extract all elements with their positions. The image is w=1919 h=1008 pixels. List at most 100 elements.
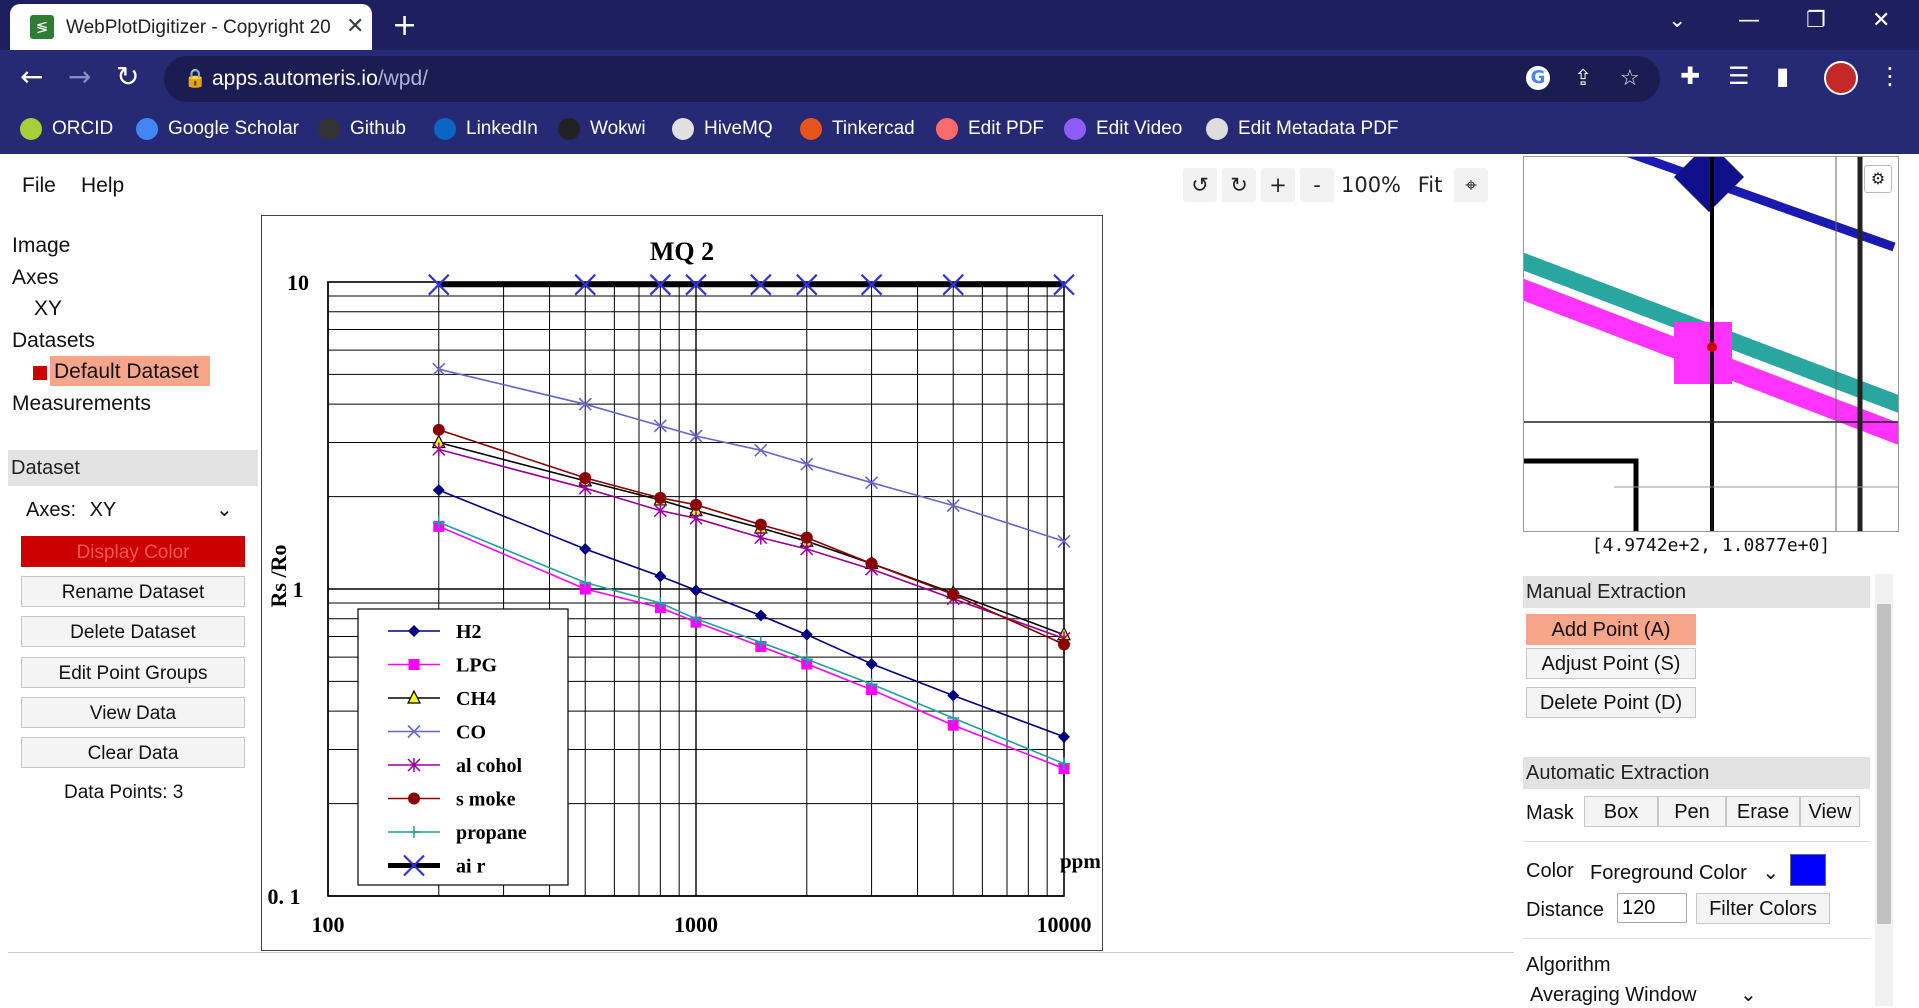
series-air-point (796, 273, 818, 296)
back-arrow-icon[interactable]: ← (20, 60, 44, 93)
zoom-out-button[interactable]: - (1300, 168, 1334, 202)
series-smoke-point (690, 498, 702, 511)
legend-ch4-point (407, 689, 421, 704)
delete-dataset-button[interactable]: Delete Dataset (21, 616, 245, 647)
legend-smoke-label: s moke (456, 789, 516, 811)
delete-point-button[interactable]: Delete Point (D) (1526, 687, 1696, 718)
profile-avatar[interactable] (1824, 61, 1858, 95)
tree-axes-xy[interactable]: XY (34, 297, 63, 320)
series-smoke-point (800, 531, 813, 544)
minimize-icon[interactable]: — (1738, 8, 1760, 33)
tab-close-icon[interactable]: ✕ (346, 14, 365, 39)
mask-box-button[interactable]: Box (1584, 796, 1658, 827)
restore-icon[interactable]: ❐ (1806, 8, 1826, 33)
bookmark-star-icon[interactable]: ☆ (1620, 66, 1640, 91)
series-smoke-point (947, 588, 960, 601)
extensions-puzzle-icon[interactable]: ✚ (1680, 62, 1701, 90)
magnifier-image (1524, 157, 1898, 531)
legend-lpg-label: LPG (456, 655, 498, 677)
color-swatch[interactable] (1790, 854, 1826, 886)
bookmark-wokwi[interactable]: Wokwi (558, 118, 646, 144)
mask-erase-button[interactable]: Erase (1726, 796, 1800, 827)
scrollbar-thumb[interactable] (1877, 604, 1891, 924)
series-air-point (649, 273, 672, 296)
zoom-level: 100% (1338, 168, 1404, 202)
plot-canvas[interactable]: MQ 2 Rs /Ro ppm 100 1000 10000 10 1 0. 1 H2 LPG CH4… (261, 215, 1103, 951)
add-point-button[interactable]: Add Point (A) (1526, 614, 1696, 645)
series-air-point (574, 273, 596, 296)
adjust-point-button[interactable]: Adjust Point (S) (1526, 648, 1696, 679)
forward-arrow-icon[interactable]: → (68, 60, 92, 93)
legend-h2-point (408, 625, 420, 637)
series-co-point (1057, 534, 1071, 548)
y-tick-label: 10 (287, 270, 309, 295)
legend-ch4-label: CH4 (456, 688, 496, 710)
series-alcohol-point (653, 503, 667, 518)
bookmark-linkedin[interactable]: LinkedIn (434, 118, 538, 144)
tree-axes[interactable]: Axes (12, 266, 59, 289)
google-icon[interactable]: G (1526, 66, 1550, 90)
magnifier-settings-gear-icon[interactable]: ⚙ (1864, 165, 1892, 193)
mask-pen-button[interactable]: Pen (1658, 796, 1726, 827)
bookmark-label: Wokwi (590, 118, 646, 140)
tree-datasets[interactable]: Datasets (12, 329, 95, 352)
bookmark-github[interactable]: Github (318, 118, 406, 144)
edit-point-groups-button[interactable]: Edit Point Groups (21, 657, 245, 688)
bookmark-hivemq[interactable]: HiveMQ (672, 118, 773, 144)
view-data-button[interactable]: View Data (21, 697, 245, 728)
mask-view-button[interactable]: View (1800, 796, 1860, 827)
tree-measurements[interactable]: Measurements (12, 392, 151, 415)
browser-tab-bar: ≶ WebPlotDigitizer - Copyright 20 ✕ + ⌄ … (0, 0, 1919, 50)
series-propane-point (579, 576, 592, 589)
tree-default-dataset[interactable]: Default Dataset (54, 360, 199, 383)
data-points-count: Data Points: 3 (64, 782, 184, 803)
bookmark-edit-pdf[interactable]: Edit PDF (936, 118, 1044, 144)
mq2-chart[interactable]: MQ 2 Rs /Ro ppm 100 1000 10000 10 1 0. 1 H2 LPG CH4… (262, 216, 1102, 950)
menu-file[interactable]: File (22, 174, 56, 197)
distance-input[interactable] (1617, 893, 1687, 923)
series-co-point (754, 443, 768, 457)
algorithm-label: Algorithm (1526, 954, 1611, 976)
tab-search-chevron-icon[interactable]: ⌄ (1668, 8, 1687, 33)
bookmark-edit-video[interactable]: Edit Video (1064, 118, 1182, 144)
share-icon[interactable]: ⇪ (1574, 66, 1593, 91)
display-color-button[interactable]: Display Color (21, 536, 245, 567)
series-propane-point (1058, 757, 1070, 770)
series-h2-point (865, 657, 878, 670)
bookmark-edit-metadata-pdf[interactable]: Edit Metadata PDF (1206, 118, 1399, 144)
clear-data-button[interactable]: Clear Data (21, 737, 245, 768)
color-select[interactable]: Foreground Color ⌄ (1590, 860, 1779, 885)
rotate-cw-icon[interactable]: ↻ (1222, 168, 1256, 202)
side-panel-icon[interactable]: ▮ (1776, 62, 1790, 90)
series-h2-point (947, 689, 960, 702)
fit-button[interactable]: Fit (1411, 168, 1449, 202)
algorithm-select[interactable]: Averaging Window ⌄ (1530, 982, 1757, 1007)
series-co-line (438, 368, 1065, 543)
address-bar[interactable]: 🔒 apps.automeris.io/wpd/ G ⇪ ☆ (164, 56, 1660, 102)
reload-icon[interactable]: ↻ (116, 60, 140, 93)
bookmark-label: HiveMQ (704, 118, 773, 140)
filter-colors-button[interactable]: Filter Colors (1696, 893, 1830, 924)
bookmark-google-scholar[interactable]: Google Scholar (136, 118, 299, 144)
dataset-panel-header: Dataset (8, 450, 258, 486)
tab-title: WebPlotDigitizer - Copyright 20 (66, 17, 331, 38)
right-panel-scrollbar[interactable] (1875, 574, 1893, 1006)
more-menu-icon[interactable]: ⋮ (1878, 62, 1902, 90)
bookmark-orcid[interactable]: ORCID (20, 118, 113, 144)
tree-image[interactable]: Image (12, 234, 71, 257)
window-close-icon[interactable]: ✕ (1872, 8, 1891, 33)
browser-tab[interactable]: ≶ WebPlotDigitizer - Copyright 20 ✕ (10, 4, 372, 50)
menu-help[interactable]: Help (81, 174, 125, 197)
rotate-ccw-icon[interactable]: ↺ (1183, 168, 1217, 202)
series-air-point (750, 273, 772, 296)
series-alcohol-point (689, 511, 703, 526)
media-control-icon[interactable]: ☰ (1728, 62, 1750, 90)
new-tab-button[interactable]: + (392, 8, 418, 43)
google-scholar-icon (136, 118, 158, 140)
bookmark-tinkercad[interactable]: Tinkercad (800, 118, 915, 144)
series-h2-point (1058, 730, 1070, 743)
zoom-in-button[interactable]: + (1261, 168, 1295, 202)
crosshair-icon[interactable]: ⌖ (1454, 168, 1488, 202)
axes-select[interactable]: Axes: XY ⌄ (26, 497, 233, 522)
rename-dataset-button[interactable]: Rename Dataset (21, 576, 245, 607)
